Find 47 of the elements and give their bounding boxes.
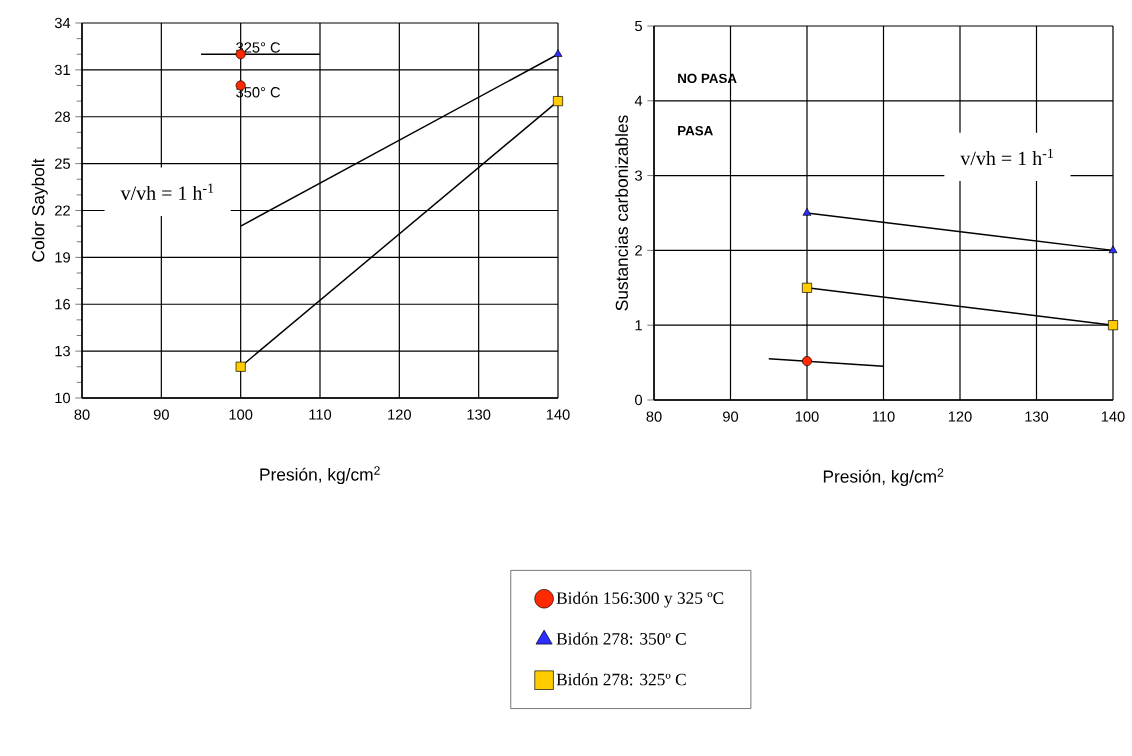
- point: [1108, 245, 1118, 254]
- y-tick-label: 22: [55, 205, 70, 216]
- annotation: PASA: [678, 126, 713, 136]
- y-tick-label: 5: [635, 20, 642, 32]
- point: [802, 356, 813, 367]
- y-tick-label: 4: [634, 95, 643, 106]
- legend-label: Bidón 278: 325º C: [556, 673, 686, 686]
- x-tick-label: 80: [646, 411, 662, 422]
- y-tick-label: 19: [55, 252, 70, 263]
- x-tick-label: 120: [948, 411, 972, 422]
- y-tick-label: 31: [54, 64, 70, 76]
- point: [1107, 320, 1118, 331]
- point: [552, 96, 563, 107]
- x-axis-title: Presión, kg/cm$^{2}$: [823, 468, 944, 487]
- x-tick-label: 80: [74, 409, 90, 420]
- x-tick-label: 90: [723, 411, 739, 422]
- point: [802, 207, 812, 216]
- y-tick-label: 3: [635, 170, 642, 181]
- y-axis-title: Sustancias carbonizables: [615, 115, 628, 311]
- x-tick-label: 110: [309, 409, 332, 420]
- point: [235, 361, 246, 372]
- x-tick-label: 120: [388, 409, 411, 420]
- y-tick-label: 34: [54, 17, 71, 29]
- x-tick-label: 130: [1025, 411, 1049, 422]
- y-tick-label: 2: [635, 245, 642, 256]
- y-tick-label: 13: [55, 345, 70, 357]
- y-tick-label: 0: [635, 394, 643, 406]
- y-axis-title: Color Saybolt: [31, 158, 48, 262]
- x-tick-label: 90: [153, 409, 169, 420]
- legend-label: Bidón 278: 350º C: [556, 632, 686, 645]
- y-tick-label: 10: [55, 392, 71, 404]
- x-tick-label: 110: [872, 411, 895, 422]
- x-tick-label: 100: [795, 411, 819, 422]
- x-tick-label: 130: [467, 409, 491, 420]
- x-tick-label: 140: [546, 409, 570, 420]
- legend-label: Bidón 156:300 y 325 ºC: [556, 591, 724, 608]
- annotation: v/vh = 1 h$^{-1}$: [960, 148, 1053, 166]
- x-tick-label: 100: [229, 409, 253, 420]
- annotation: v/vh = 1 h$^{-1}$: [120, 183, 214, 200]
- y-tick-label: 1: [635, 320, 642, 331]
- x-axis-title: Presión, kg/cm$^{2}$: [260, 466, 380, 485]
- point: [802, 282, 813, 293]
- x-tick-label: 140: [1101, 411, 1125, 422]
- y-tick-label: 28: [55, 111, 70, 122]
- point: [553, 49, 563, 57]
- y-tick-label: 25: [55, 158, 70, 169]
- y-tick-label: 16: [55, 299, 70, 310]
